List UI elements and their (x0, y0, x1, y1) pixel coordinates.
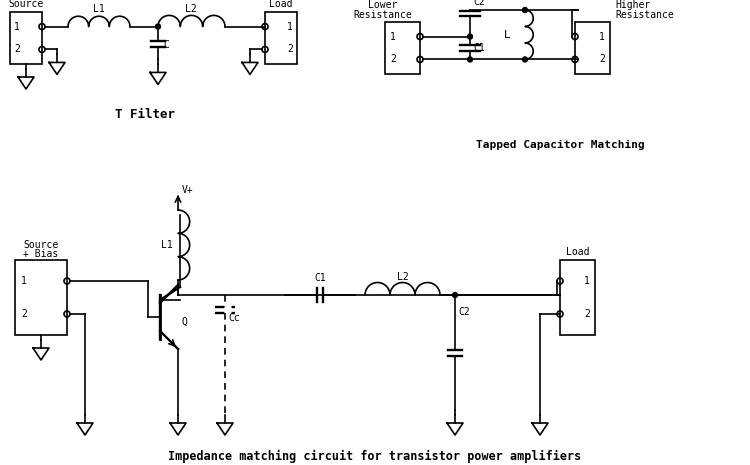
Text: 1: 1 (584, 276, 590, 286)
Text: C: C (163, 40, 169, 50)
Text: Load: Load (566, 247, 590, 257)
Text: L2: L2 (185, 4, 196, 13)
Text: L1: L1 (161, 240, 173, 250)
Text: C2: C2 (473, 0, 484, 7)
Text: Resistance: Resistance (354, 10, 413, 20)
Text: V+: V+ (182, 185, 194, 195)
Text: Load: Load (269, 0, 292, 9)
Circle shape (467, 34, 472, 39)
Text: 2: 2 (584, 309, 590, 319)
Bar (575, 22, 610, 74)
Text: C1: C1 (314, 273, 326, 283)
Text: 1: 1 (390, 32, 396, 41)
Bar (560, 260, 595, 335)
Text: L1: L1 (93, 4, 105, 13)
Text: L: L (504, 30, 511, 40)
Circle shape (467, 57, 472, 62)
Text: 2: 2 (14, 45, 20, 54)
Text: + Bias: + Bias (23, 249, 58, 259)
Text: C2: C2 (458, 307, 470, 317)
Bar (10, 12, 42, 64)
Circle shape (452, 292, 458, 298)
Text: Cc: Cc (228, 313, 240, 323)
Text: 2: 2 (390, 54, 396, 65)
Text: Source: Source (8, 0, 44, 9)
Text: 2: 2 (599, 54, 605, 65)
Text: Lower: Lower (368, 0, 398, 10)
Text: Higher: Higher (615, 0, 650, 10)
Text: L2: L2 (397, 272, 408, 282)
Circle shape (155, 24, 160, 29)
Text: C1: C1 (473, 43, 484, 53)
Bar (15, 260, 67, 335)
Text: 2: 2 (21, 309, 27, 319)
Text: Q: Q (182, 317, 188, 327)
Text: Resistance: Resistance (615, 10, 674, 20)
Circle shape (523, 7, 527, 13)
Bar (385, 22, 420, 74)
Text: Source: Source (23, 240, 58, 250)
Text: 1: 1 (14, 21, 20, 32)
Text: 2: 2 (287, 45, 293, 54)
Text: Impedance matching circuit for transistor power amplifiers: Impedance matching circuit for transisto… (168, 450, 582, 463)
Bar (265, 12, 297, 64)
Text: Tapped Capacitor Matching: Tapped Capacitor Matching (476, 140, 644, 150)
Text: T Filter: T Filter (115, 108, 175, 121)
Text: 1: 1 (599, 32, 605, 41)
Text: 1: 1 (21, 276, 27, 286)
Circle shape (523, 57, 527, 62)
Text: 1: 1 (287, 21, 293, 32)
